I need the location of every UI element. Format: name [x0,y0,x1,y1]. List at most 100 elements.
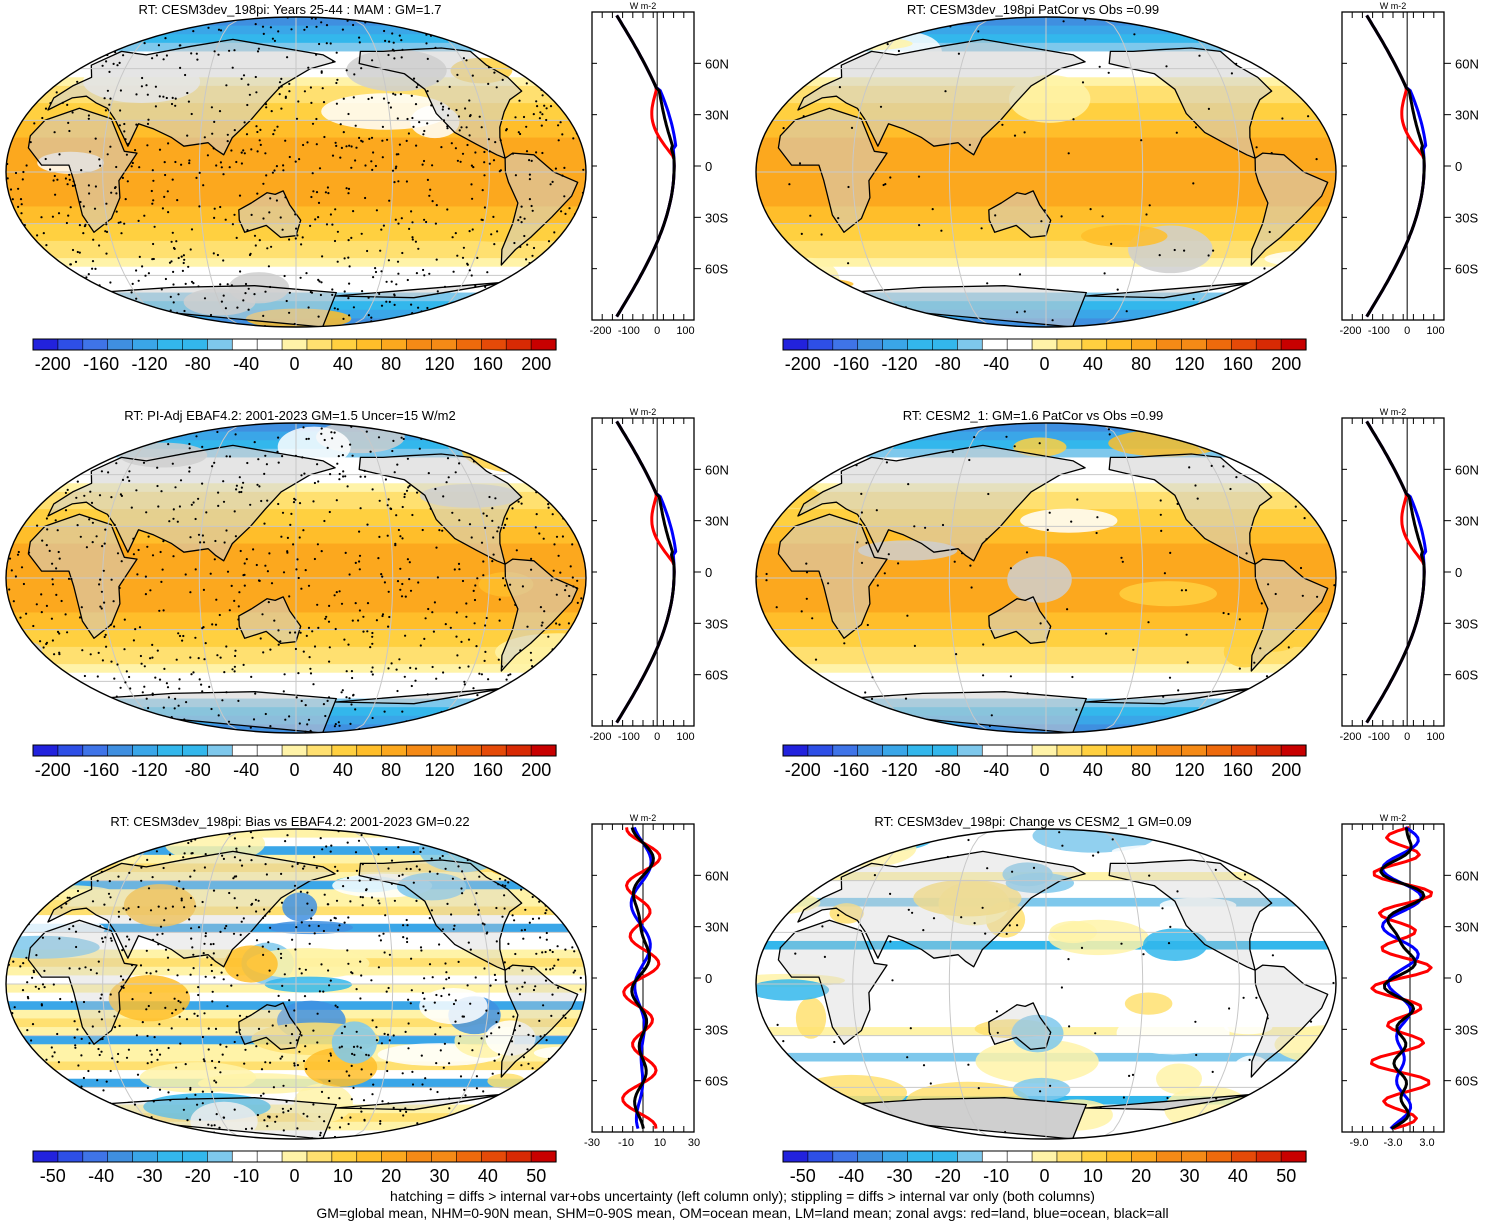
continent-australia [238,596,302,645]
colorbar-swatch [1280,1150,1307,1163]
map-panel-3 [5,422,587,734]
graticule [756,829,1336,1139]
zonal-lat-tick-label: 60N [705,462,729,477]
continent-greenland [475,28,502,49]
colorbar-swatch [1181,338,1207,351]
zonal-series-all [615,14,676,318]
zonal-lat-tick-label: 30N [705,920,729,935]
map-field [756,829,1336,1139]
map-outline [755,828,1337,1140]
colorbar-tick-label: 160 [473,760,503,780]
continents [777,434,1329,733]
colorbar-frame [782,338,1307,351]
colorbar-swatch [857,1150,884,1163]
colorbar-swatch [1056,1150,1083,1163]
zonal-lat-tick-label: 30S [1455,1022,1478,1037]
zonal-plot-6: W m-2 -9.0 -3.0 3.0 60N 30N 0 30S 60S [1341,813,1479,1149]
colorbar-swatch [256,744,283,757]
colorbar-tick-label: -120 [881,354,917,374]
continent-greenland [475,434,502,455]
colorbar-tick-label: 200 [521,354,551,374]
colorbar-tick-label: 120 [1175,760,1205,780]
colorbar-tick-label: -160 [83,354,119,374]
zonal-x-tick-label: 30 [688,1137,700,1149]
zonal-lat-tick-label: 30S [705,210,728,225]
colorbar-tick-label: -40 [983,354,1009,374]
colorbar-swatch [1006,338,1033,351]
colorbar-tick-label: 120 [425,354,455,374]
panel-title: RT: CESM3dev_198pi: Years 25-44 : MAM : … [139,2,442,17]
colorbar-swatch [1280,338,1307,351]
colorbar-swatch [807,1150,834,1163]
colorbar-swatch [907,338,934,351]
colorbar-tick-label: -80 [185,354,211,374]
zonal-x-tick-label: -3.0 [1384,1137,1403,1149]
zonal-series-all [1365,14,1426,318]
colorbar-swatch [281,338,308,351]
continent-samerica [500,152,579,266]
colorbar-swatch [1081,338,1108,351]
continent-africa [27,107,138,233]
colorbar-tick-label: -40 [233,760,259,780]
colorbar-swatch [857,338,884,351]
colorbar-swatch [832,1150,859,1163]
colorbar-swatch [281,744,308,757]
continent-greenland [1225,840,1252,861]
colorbar-tick-label: 0 [289,1166,299,1186]
colorbar-tick-label: -10 [983,1166,1009,1186]
colorbar-swatch [306,1150,333,1163]
map-panel-1 [5,16,587,328]
zonal-x-tick-label: 0 [654,731,660,743]
map-panel-4 [755,422,1337,734]
colorbar-3: -200 -160 -120 -80 -40 0 40 80 120 160 200 [32,744,557,780]
continent-australia [238,190,302,239]
colorbar-swatch [957,744,983,757]
colorbar-swatch [505,744,532,757]
colorbar-swatch [807,338,834,351]
colorbar-swatch [157,1150,184,1163]
map-panel-6 [755,828,1337,1140]
zonal-x-tick-label: -200 [589,731,611,743]
colorbar-swatch [1230,1150,1257,1163]
colorbar-swatch [57,744,84,757]
colorbar-tick-label: 50 [526,1166,546,1186]
colorbar-swatch [132,338,159,351]
zonal-x-tick-label: -100 [1368,731,1390,743]
colorbar-tick-label: 120 [425,760,455,780]
colorbar-swatch [932,1150,958,1163]
colorbar-swatch [1255,338,1282,351]
zonal-lat-tick-label: 60N [705,56,729,71]
colorbar-swatch [207,744,233,757]
colorbar-swatch [107,338,134,351]
colorbar-swatch [431,338,457,351]
stippling [766,831,1335,1134]
colorbar-tick-label: -200 [785,760,821,780]
colorbar-tick-label: 80 [381,354,401,374]
colorbar-swatch [207,1150,233,1163]
zonal-x-tick-label: 100 [676,731,694,743]
colorbar-swatch [1006,1150,1033,1163]
colorbar-swatch [782,338,809,351]
colorbar-swatch [1031,1150,1058,1163]
colorbar-tick-label: 20 [381,1166,401,1186]
colorbar-swatch [1031,338,1058,351]
colorbar-tick-label: 10 [333,1166,353,1186]
colorbar-swatch [82,744,109,757]
zonal-lat-tick-label: 0 [1455,159,1462,174]
continent-samerica [1250,558,1329,672]
colorbar-tick-label: 40 [333,760,353,780]
colorbar-1: -200 -160 -120 -80 -40 0 40 80 120 160 200 [32,338,557,374]
colorbar-swatch [107,1150,134,1163]
colorbar-swatch [1106,744,1133,757]
colorbar-swatch [1056,338,1083,351]
colorbar-swatch [231,744,258,757]
colorbar-frame [782,1150,1307,1163]
colorbar-tick-label: 80 [1131,760,1151,780]
zonal-lat-tick-label: 60N [1455,462,1479,477]
map-panel-5 [5,828,587,1140]
zonal-unit: W m-2 [630,407,657,417]
continent-australia [988,190,1052,239]
zonal-x-tick-label: -100 [618,731,640,743]
colorbar-swatch [932,744,958,757]
colorbar-swatch [406,744,433,757]
